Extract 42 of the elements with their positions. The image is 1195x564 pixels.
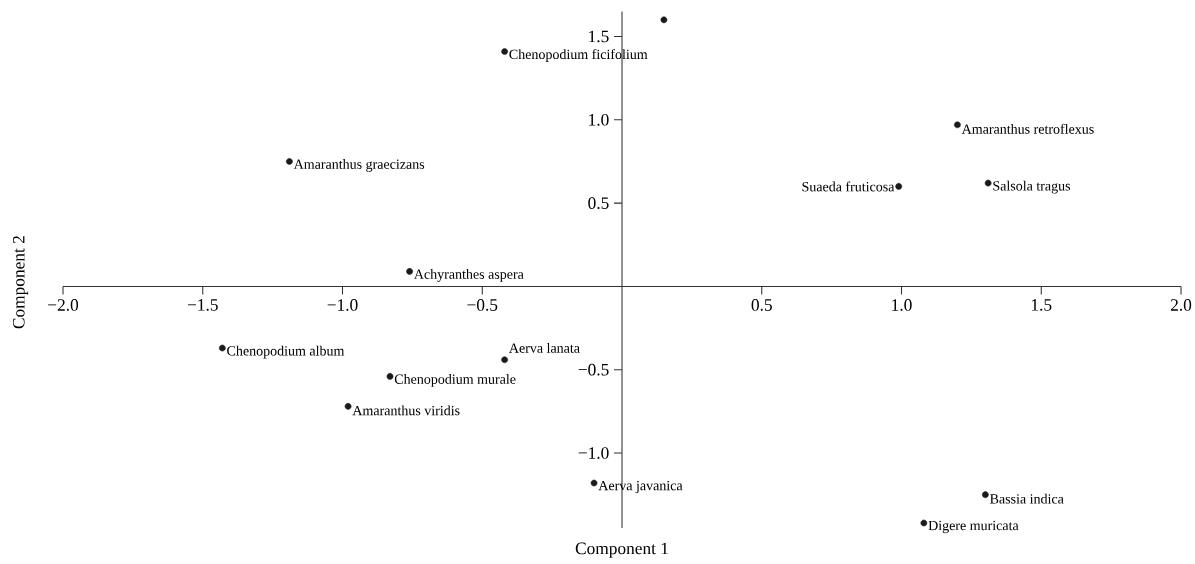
y-tick-label: 1.0 bbox=[589, 113, 609, 126]
data-label: Salsola tragus bbox=[993, 180, 1071, 194]
point bbox=[344, 403, 352, 410]
data-label: Amaranthus graecizans bbox=[293, 159, 425, 172]
x-tick-label: 1.0 bbox=[892, 299, 912, 311]
x-tick-label: 2.0 bbox=[1170, 299, 1192, 311]
data-label: Amaranthus viridis bbox=[352, 405, 460, 416]
data-label: Digere muricata bbox=[928, 520, 1019, 534]
point bbox=[501, 48, 508, 55]
point bbox=[590, 479, 598, 487]
x-tick-label: −1.0 bbox=[327, 299, 358, 311]
y-axis-title: Component 2 bbox=[12, 236, 29, 329]
data-label: Achyranthes aspera bbox=[414, 269, 524, 282]
point bbox=[501, 356, 508, 364]
point bbox=[660, 16, 668, 24]
point bbox=[982, 491, 989, 499]
point bbox=[386, 373, 394, 380]
x-tick-label: −1.5 bbox=[187, 299, 218, 311]
data-label: Aerva lanata bbox=[509, 342, 580, 353]
data-label: Chenopodium ficifolium bbox=[509, 49, 648, 62]
y-tick-label: −0.5 bbox=[578, 363, 609, 376]
y-tick-label: −1.0 bbox=[578, 447, 609, 459]
data-label: Amaranthus retroflexus bbox=[961, 123, 1094, 134]
y-tick-label: 0.5 bbox=[588, 197, 609, 209]
data-label: Suaeda fruticosa bbox=[802, 181, 895, 192]
data-label: Aerva javanica bbox=[598, 480, 683, 494]
x-tick-label: 0.5 bbox=[751, 299, 772, 311]
y-tick-label: 1.5 bbox=[589, 30, 609, 43]
point bbox=[920, 519, 928, 527]
data-label: Chenopodium album bbox=[227, 345, 345, 359]
x-axis-title: Component 1 bbox=[575, 542, 668, 558]
point bbox=[954, 121, 961, 129]
x-tick-label: 1.5 bbox=[1031, 299, 1052, 311]
point bbox=[218, 344, 226, 352]
point bbox=[286, 158, 293, 165]
data-label: Bassia indica bbox=[990, 493, 1064, 504]
point bbox=[895, 183, 903, 190]
point bbox=[984, 179, 992, 187]
x-tick-label: −0.5 bbox=[467, 299, 498, 311]
x-tick-label: −2.0 bbox=[48, 299, 79, 311]
data-label: Chenopodium murale bbox=[394, 374, 516, 387]
point bbox=[406, 268, 413, 275]
